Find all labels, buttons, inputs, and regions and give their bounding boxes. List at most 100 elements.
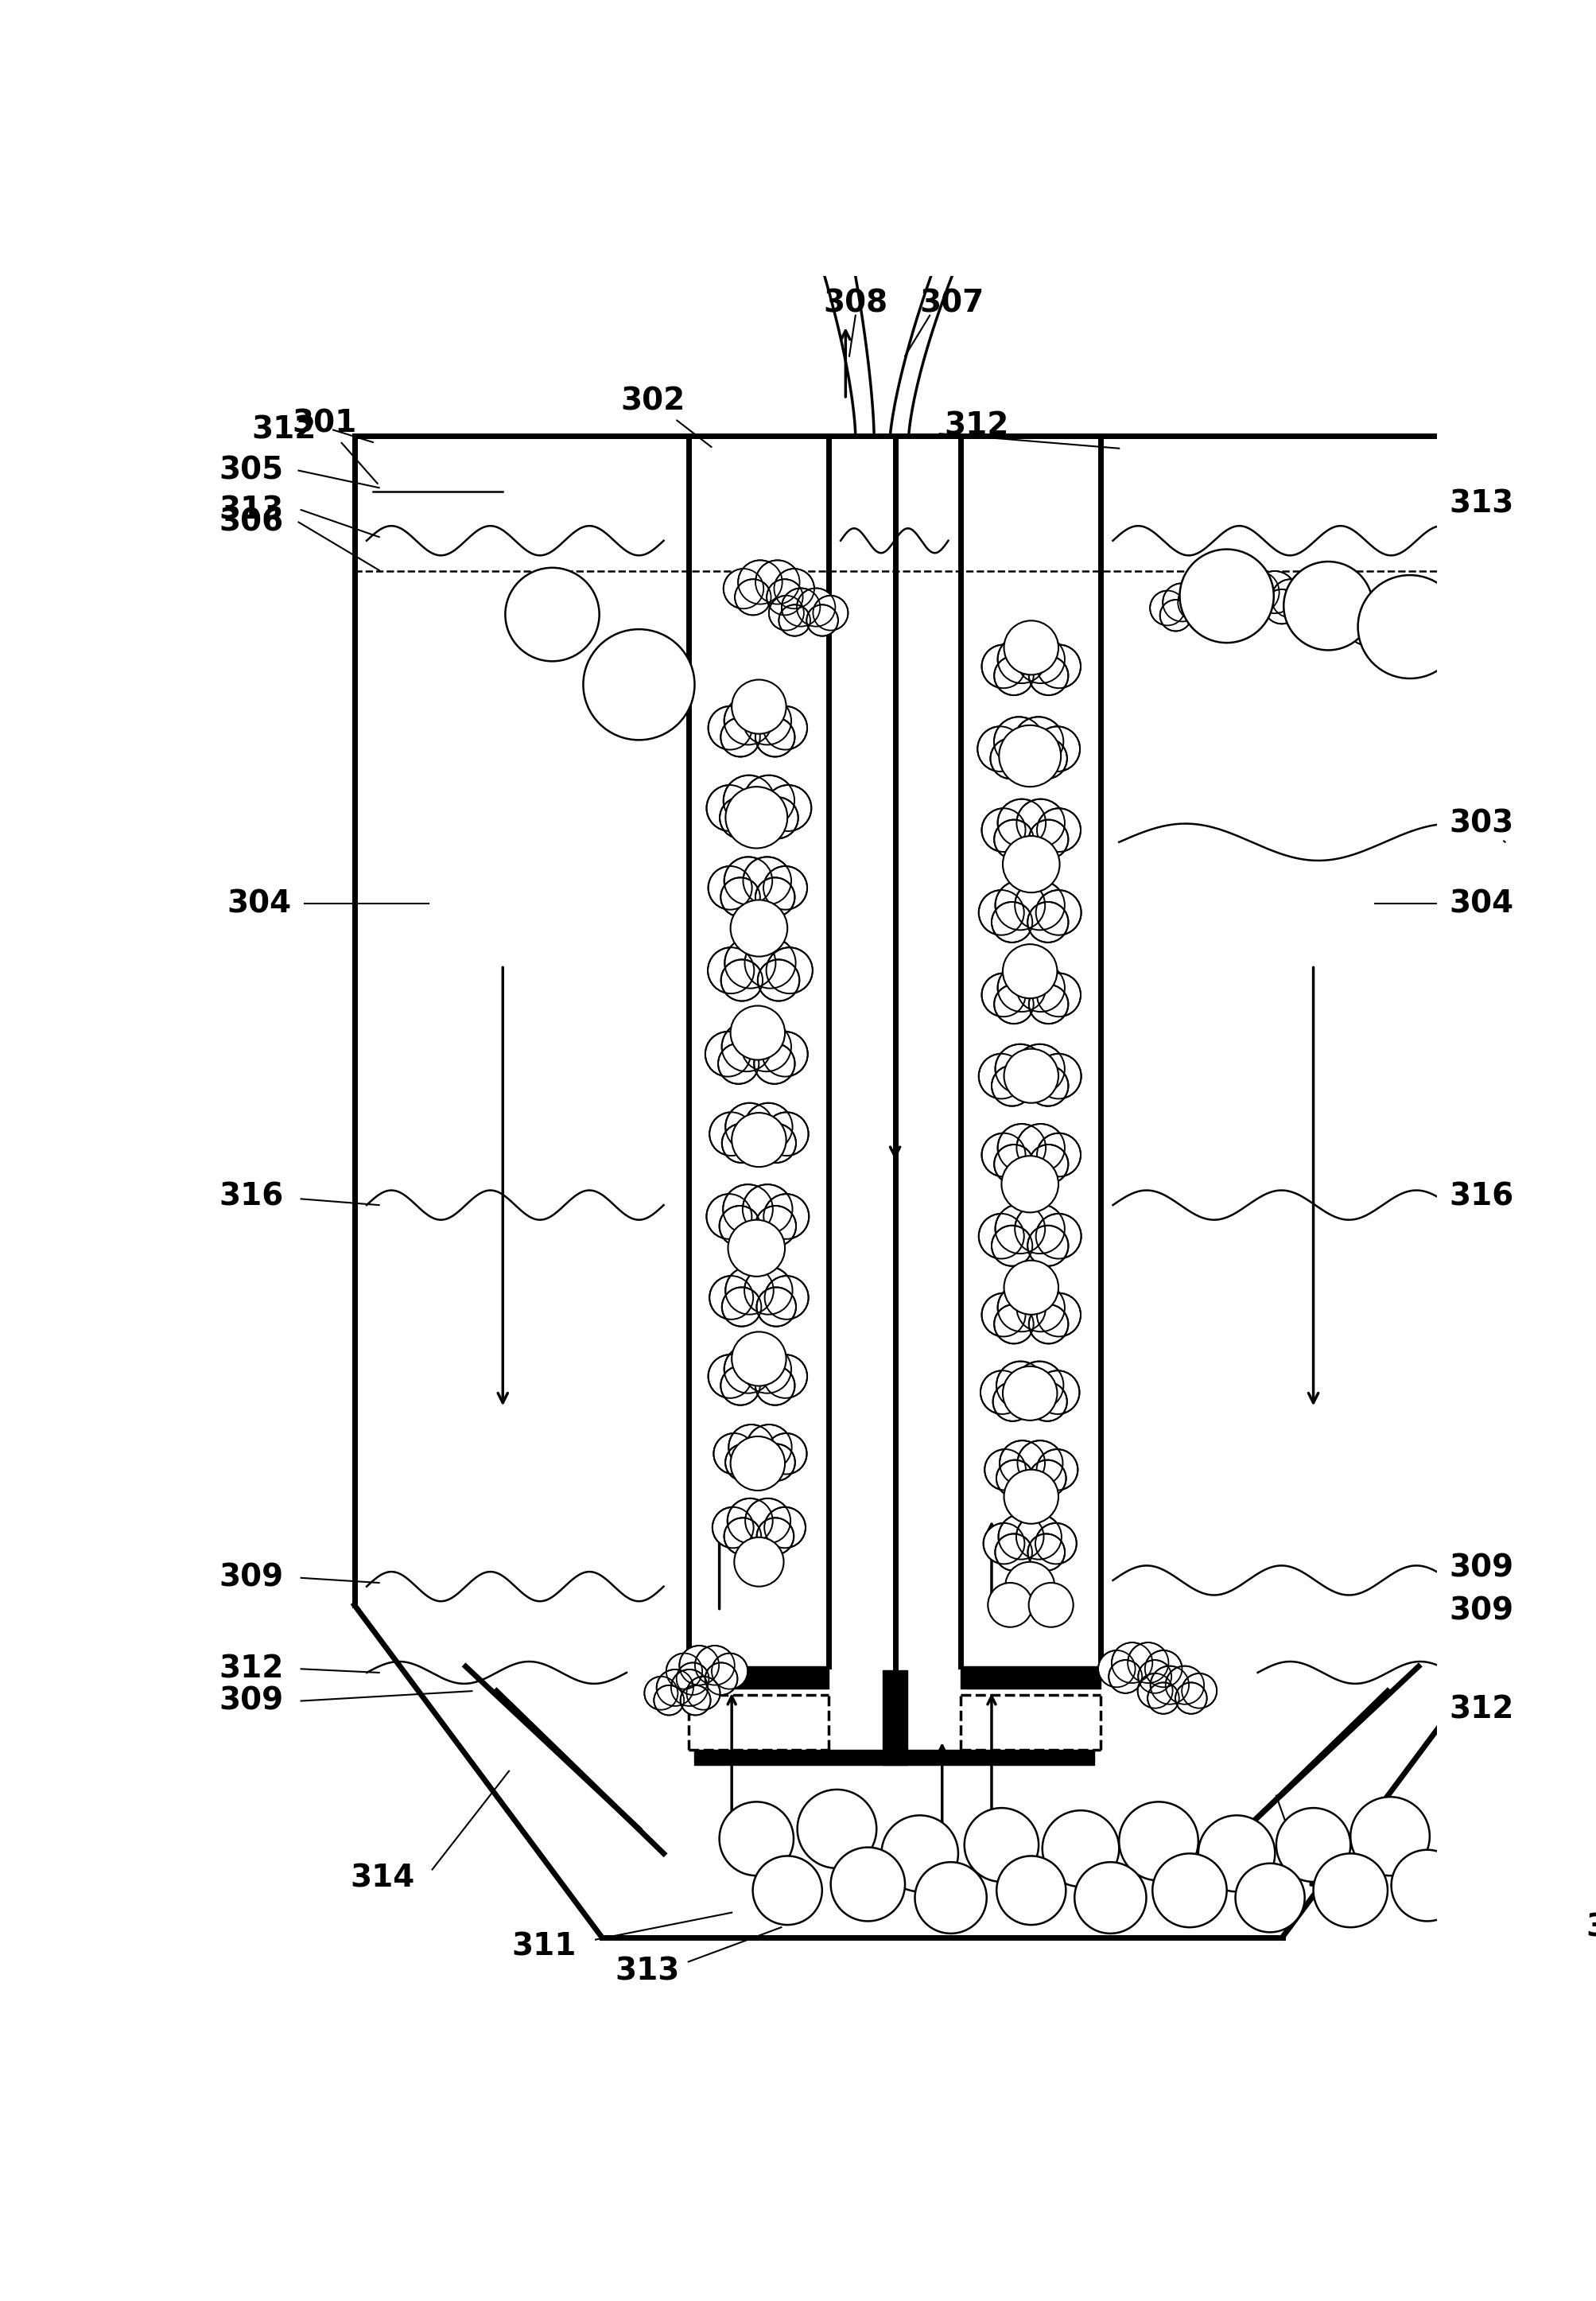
Circle shape: [725, 939, 776, 989]
Circle shape: [677, 1664, 709, 1696]
Circle shape: [1036, 644, 1080, 688]
Circle shape: [881, 1815, 958, 1891]
Circle shape: [1017, 1440, 1063, 1486]
Text: 312: 312: [1449, 1694, 1513, 1726]
Circle shape: [758, 960, 800, 1001]
Circle shape: [755, 1206, 796, 1247]
Circle shape: [725, 1346, 772, 1392]
Circle shape: [705, 1664, 737, 1696]
Circle shape: [686, 1677, 720, 1710]
Circle shape: [1028, 1305, 1068, 1344]
Circle shape: [1036, 1132, 1080, 1176]
Circle shape: [780, 589, 820, 626]
Circle shape: [1026, 739, 1066, 778]
Circle shape: [1028, 1065, 1068, 1107]
Circle shape: [1074, 1862, 1146, 1933]
Circle shape: [1004, 1470, 1058, 1523]
Circle shape: [982, 1132, 1025, 1176]
Circle shape: [769, 596, 803, 630]
Circle shape: [757, 1519, 793, 1555]
Circle shape: [1002, 835, 1060, 893]
Circle shape: [763, 706, 808, 750]
Circle shape: [1307, 603, 1345, 640]
Circle shape: [915, 1862, 986, 1933]
Circle shape: [998, 1123, 1045, 1171]
Circle shape: [763, 1194, 809, 1238]
Circle shape: [1028, 656, 1068, 695]
Circle shape: [994, 1144, 1033, 1183]
Circle shape: [1357, 575, 1462, 679]
Circle shape: [1028, 1383, 1066, 1422]
Circle shape: [998, 1514, 1044, 1560]
Circle shape: [1349, 612, 1381, 644]
Circle shape: [666, 1652, 702, 1689]
Circle shape: [744, 939, 795, 989]
Circle shape: [764, 1507, 804, 1549]
Circle shape: [1015, 1514, 1061, 1560]
Circle shape: [994, 819, 1033, 858]
Circle shape: [978, 1213, 1023, 1259]
Circle shape: [1283, 561, 1373, 651]
Circle shape: [728, 1424, 774, 1470]
Circle shape: [718, 1042, 758, 1084]
Circle shape: [725, 856, 772, 904]
Circle shape: [994, 985, 1033, 1024]
Circle shape: [729, 1436, 785, 1491]
Circle shape: [1149, 591, 1184, 626]
Circle shape: [737, 559, 782, 605]
Text: 308: 308: [824, 288, 887, 318]
Circle shape: [1001, 1155, 1058, 1213]
Circle shape: [720, 796, 761, 838]
Circle shape: [1321, 594, 1361, 635]
Circle shape: [1013, 718, 1063, 766]
Circle shape: [734, 1537, 784, 1585]
Circle shape: [654, 1684, 683, 1714]
Circle shape: [707, 948, 753, 994]
Circle shape: [999, 1440, 1044, 1486]
Circle shape: [996, 1857, 1066, 1926]
Circle shape: [766, 948, 812, 994]
Circle shape: [1036, 1293, 1080, 1337]
Circle shape: [978, 1054, 1023, 1100]
Circle shape: [1036, 1213, 1080, 1259]
Circle shape: [720, 1206, 760, 1247]
Circle shape: [723, 568, 763, 610]
Circle shape: [983, 1523, 1025, 1565]
Circle shape: [678, 1645, 718, 1684]
Circle shape: [1178, 582, 1216, 621]
Circle shape: [1136, 1673, 1171, 1707]
Circle shape: [996, 1459, 1033, 1498]
Circle shape: [1036, 1450, 1077, 1491]
Text: 309: 309: [219, 1562, 284, 1592]
Circle shape: [1002, 1367, 1057, 1420]
Text: 304: 304: [1449, 888, 1513, 918]
Circle shape: [1028, 1583, 1073, 1627]
Circle shape: [744, 1266, 792, 1314]
Circle shape: [713, 1434, 755, 1475]
Circle shape: [980, 1371, 1023, 1415]
Circle shape: [1111, 1643, 1152, 1682]
Circle shape: [796, 1790, 876, 1868]
Circle shape: [993, 1383, 1031, 1422]
Circle shape: [725, 1102, 772, 1150]
Circle shape: [1234, 589, 1267, 624]
Circle shape: [1098, 1650, 1135, 1687]
Circle shape: [766, 580, 803, 614]
Circle shape: [753, 1042, 795, 1084]
Circle shape: [1028, 1226, 1068, 1266]
Circle shape: [1275, 1809, 1350, 1882]
Circle shape: [721, 1123, 761, 1162]
Circle shape: [725, 1266, 772, 1314]
Text: 313: 313: [219, 495, 284, 525]
Circle shape: [1028, 1459, 1066, 1498]
Circle shape: [1028, 1144, 1068, 1183]
Circle shape: [583, 628, 694, 741]
Circle shape: [645, 1677, 678, 1710]
Circle shape: [1314, 1855, 1387, 1928]
Circle shape: [1017, 1284, 1065, 1332]
Circle shape: [1034, 727, 1079, 771]
Circle shape: [1175, 1682, 1207, 1714]
Text: 309: 309: [1449, 1553, 1513, 1583]
Circle shape: [731, 1332, 785, 1385]
Circle shape: [757, 796, 798, 838]
